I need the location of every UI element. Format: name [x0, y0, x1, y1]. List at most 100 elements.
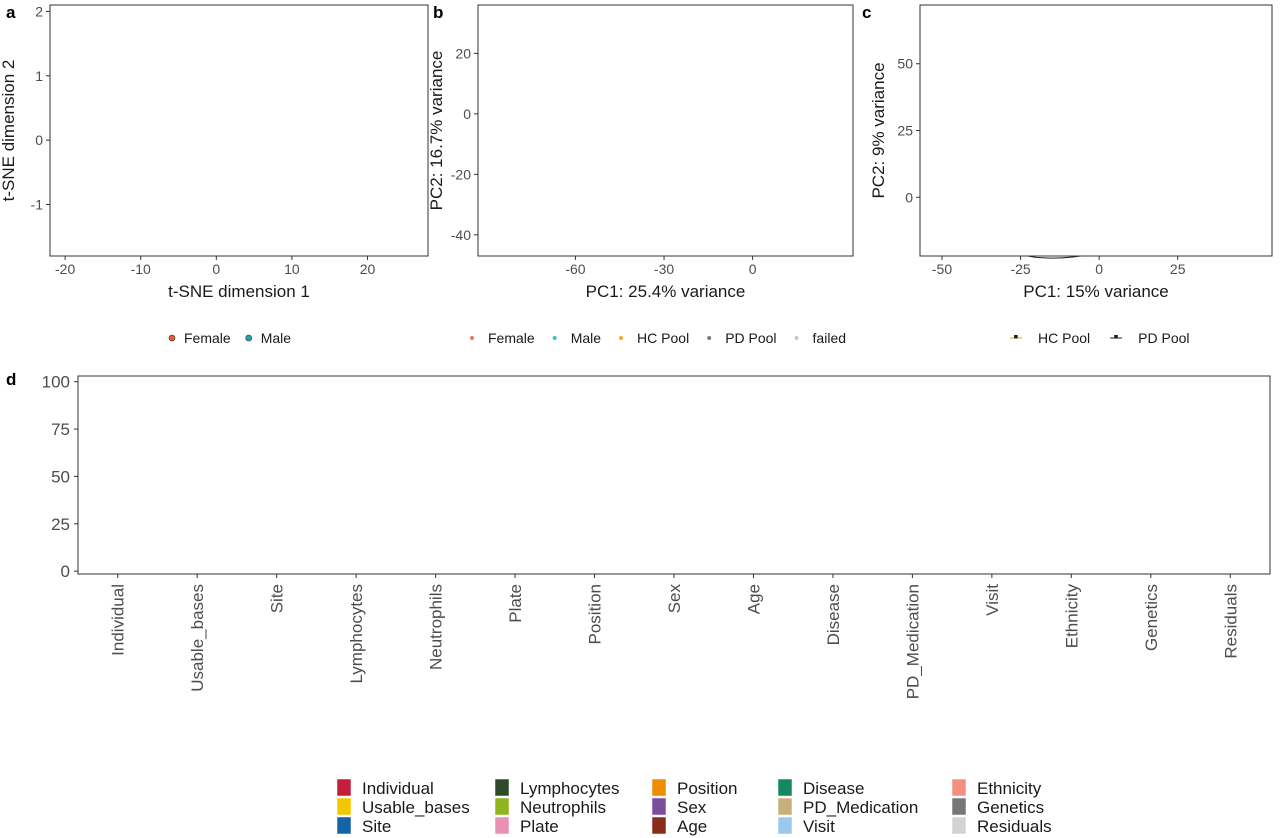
legend-label-lymphocytes: Lymphocytes — [520, 779, 620, 798]
legend-b: Female Male HC Pool PD Pool failed — [470, 330, 846, 346]
legend-key-ethnicity — [951, 778, 967, 797]
legend-label-hc-pool: HC Pool — [1038, 330, 1090, 346]
x-tick-label: -25 — [1010, 261, 1030, 277]
x-tick-label: -10 — [131, 261, 151, 277]
y-tick-label: 0 — [61, 562, 70, 581]
x-tick-label: 10 — [284, 261, 300, 277]
legend-label-usable_bases: Usable_bases — [362, 798, 470, 817]
plot-frame — [477, 4, 854, 257]
legend-key-lymphocytes — [494, 778, 510, 797]
y-tick-label: 100 — [42, 373, 70, 392]
legend-key-plate — [494, 816, 510, 835]
x-tick-label: 0 — [212, 261, 220, 277]
x-tick-label: 0 — [1095, 261, 1103, 277]
legend-key-female — [470, 336, 474, 340]
y-tick-label: 50 — [51, 467, 70, 486]
legend-label-residuals: Residuals — [977, 817, 1052, 836]
legend-label-pd-pool: PD Pool — [1138, 330, 1189, 346]
legend-label-male: Male — [571, 330, 602, 346]
x-category-label: Neutrophils — [427, 584, 446, 670]
panel-letter-c: c — [862, 3, 871, 22]
legend-label-hc-pool: HC Pool — [637, 330, 689, 346]
legend-key-individual — [336, 778, 352, 797]
legend-label-age: Age — [677, 817, 707, 836]
legend-key-neutrophils — [494, 797, 510, 816]
legend-key-residuals — [951, 816, 967, 835]
x-category-label: Residuals — [1221, 584, 1240, 659]
legend-label-female: Female — [184, 330, 231, 346]
x-category-label: Age — [744, 584, 763, 614]
x-category-label: Lymphocytes — [347, 584, 366, 684]
x-tick-label: 0 — [749, 261, 757, 277]
legend-key-male — [245, 334, 252, 342]
plot-frame — [919, 4, 1273, 257]
legend-key-female — [168, 334, 176, 342]
legend-label-pd-pool: PD Pool — [725, 330, 776, 346]
legend-key-age — [651, 816, 667, 835]
legend-key-genetics — [951, 797, 967, 816]
x-tick-label: -60 — [565, 261, 585, 277]
x-category-label: Site — [268, 584, 287, 613]
plot-frame — [77, 375, 1271, 575]
y-tick-label: 2 — [35, 3, 43, 19]
legend-key-site — [336, 816, 352, 835]
panel-letter-a: a — [6, 3, 16, 22]
y-tick-label: 50 — [897, 56, 913, 72]
x-axis-title: PC1: 25.4% variance — [586, 282, 746, 301]
legend-c: ▪ HC Pool ▪ PD Pool — [1010, 328, 1190, 346]
legend-label-genetics: Genetics — [977, 798, 1044, 817]
legend-label-female: Female — [488, 330, 535, 346]
y-tick-label: 0 — [463, 106, 471, 122]
legend-label-site: Site — [362, 817, 391, 836]
legend-key-disease — [777, 778, 793, 797]
panel-letter-b: b — [433, 3, 443, 22]
y-tick-label: 25 — [897, 123, 913, 139]
legend-key-position — [651, 778, 667, 797]
legend-key-sex — [651, 797, 667, 816]
legend-label-male: Male — [261, 330, 292, 346]
legend-key-pd-pool — [707, 336, 712, 340]
legend-label-ethnicity: Ethnicity — [977, 779, 1042, 798]
legend-key-usable_bases — [336, 797, 352, 816]
legend-label-individual: Individual — [362, 779, 434, 798]
legend-key-hc-pool — [619, 336, 624, 340]
legend-label-plate: Plate — [520, 817, 559, 836]
legend-a: Female Male — [168, 330, 292, 346]
x-tick-label: 25 — [1170, 261, 1186, 277]
y-tick-label: -40 — [451, 227, 471, 243]
y-tick-label: 20 — [455, 45, 471, 61]
x-tick-label: 20 — [360, 261, 376, 277]
x-tick-label: -20 — [55, 261, 75, 277]
legend-key-failed — [794, 336, 799, 340]
x-category-label: Genetics — [1142, 584, 1161, 651]
y-tick-label: 25 — [51, 515, 70, 534]
y-tick-label: 75 — [51, 420, 70, 439]
legend-key-pd_medication — [777, 797, 793, 816]
legend-label-pd_medication: PD_Medication — [803, 798, 918, 817]
legend-label-visit: Visit — [803, 817, 835, 836]
legend-label-position: Position — [677, 779, 737, 798]
x-category-label: Ethnicity — [1062, 584, 1081, 649]
y-axis-title: PC2: 9% variance — [869, 62, 888, 198]
panel-b: -60 -30 0 -40 -20 0 20 PC1: 25.4% variance PC2: … — [427, 4, 854, 346]
x-tick-label: -30 — [654, 261, 674, 277]
x-axis-title: t-SNE dimension 1 — [168, 282, 310, 301]
y-tick-label: 0 — [905, 189, 913, 205]
panel-c: 031010011003221004005C25211C222222242250… — [869, 4, 1273, 346]
y-tick-label: 1 — [35, 68, 43, 84]
y-tick-label: 0 — [35, 132, 43, 148]
x-category-label: Usable_bases — [188, 584, 207, 692]
legend-label-disease: Disease — [803, 779, 864, 798]
legend-label-neutrophils: Neutrophils — [520, 798, 606, 817]
x-axis-title: PC1: 15% variance — [1023, 282, 1169, 301]
legend-key-visit — [777, 816, 793, 835]
x-category-label: Individual — [109, 584, 128, 656]
x-tick-label: -50 — [932, 261, 952, 277]
x-category-label: Position — [586, 584, 605, 644]
y-axis-title: PC2: 16.7% variance — [427, 51, 446, 211]
y-axis-title: t-SNE dimension 2 — [0, 60, 18, 202]
